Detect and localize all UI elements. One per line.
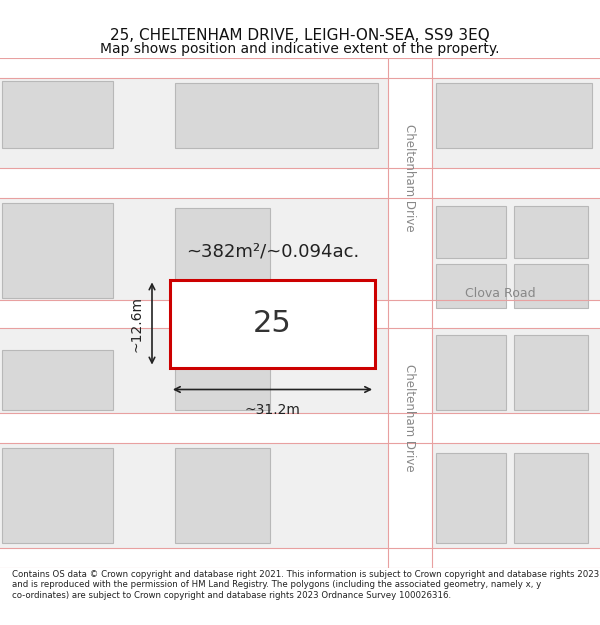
Bar <box>175 82 378 148</box>
Bar <box>0 299 600 328</box>
Bar <box>514 452 588 542</box>
Bar <box>175 448 270 542</box>
Text: 25: 25 <box>253 309 292 338</box>
Bar <box>2 202 113 298</box>
Bar <box>0 412 600 442</box>
Text: 25, CHELTENHAM DRIVE, LEIGH-ON-SEA, SS9 3EQ: 25, CHELTENHAM DRIVE, LEIGH-ON-SEA, SS9 … <box>110 28 490 43</box>
Bar <box>2 349 113 409</box>
Bar <box>170 279 375 368</box>
Bar <box>436 206 506 258</box>
Bar <box>2 448 113 542</box>
Text: ~382m²/~0.094ac.: ~382m²/~0.094ac. <box>186 242 359 261</box>
Bar <box>175 354 270 409</box>
Bar <box>436 264 506 308</box>
Bar <box>175 208 270 298</box>
Bar <box>436 452 506 542</box>
Text: Clova Road: Clova Road <box>464 287 535 300</box>
Bar <box>2 81 113 148</box>
Bar <box>0 168 600 198</box>
Bar <box>514 334 588 409</box>
Text: Map shows position and indicative extent of the property.: Map shows position and indicative extent… <box>100 42 500 56</box>
Bar <box>514 206 588 258</box>
Text: ~31.2m: ~31.2m <box>245 404 301 418</box>
Text: ~12.6m: ~12.6m <box>130 296 144 351</box>
Text: Cheltenham Drive: Cheltenham Drive <box>404 124 416 231</box>
Bar <box>436 334 506 409</box>
Bar <box>436 82 592 148</box>
Bar <box>388 58 432 568</box>
Text: Cheltenham Drive: Cheltenham Drive <box>404 364 416 471</box>
Bar <box>0 58 600 78</box>
Bar <box>514 264 588 308</box>
Text: Contains OS data © Crown copyright and database right 2021. This information is : Contains OS data © Crown copyright and d… <box>12 570 599 600</box>
Bar <box>0 548 600 568</box>
